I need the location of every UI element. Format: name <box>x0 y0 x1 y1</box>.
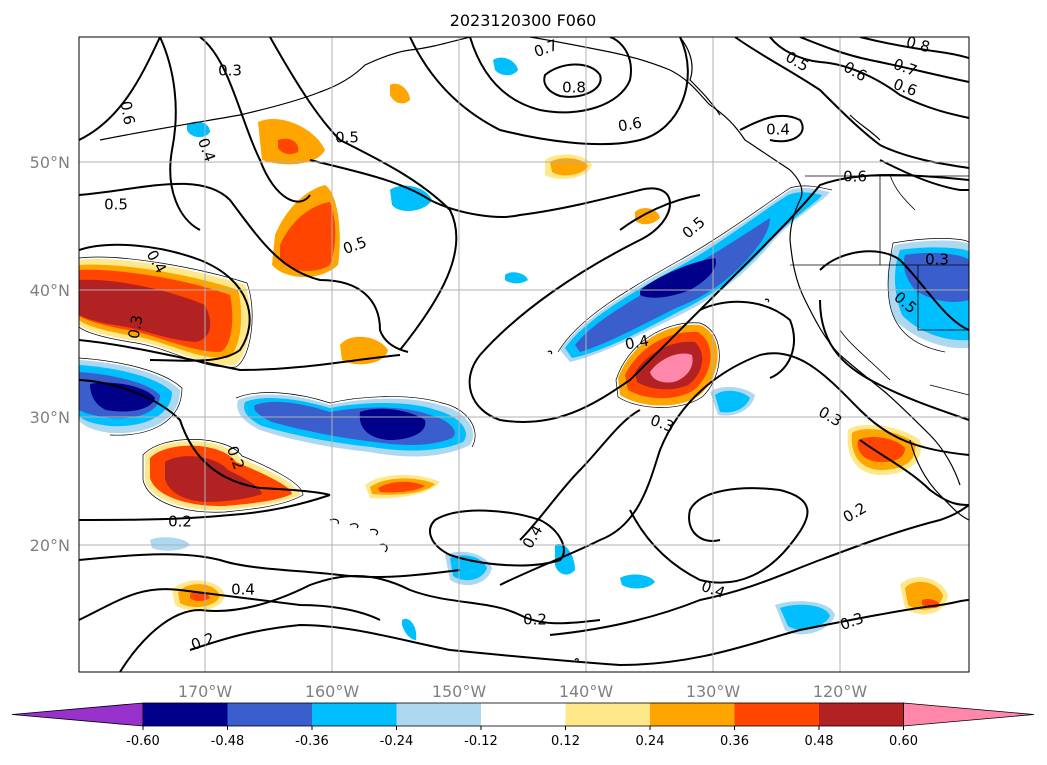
colorbar-segment <box>312 703 397 726</box>
colorbar-tick-label: 0.48 <box>805 734 834 749</box>
positive-anomaly-blob <box>635 208 660 225</box>
map-title: 2023120300 F060 <box>450 11 597 30</box>
lat-label: 50°N <box>30 153 70 172</box>
contour-label: 0.6 <box>617 114 644 136</box>
graticule <box>79 37 969 672</box>
lon-label: 130°W <box>686 682 741 701</box>
lat-label: 30°N <box>30 408 70 427</box>
colorbar-tick-label: -0.12 <box>464 734 498 749</box>
colorbar-tick-label: 0.36 <box>720 734 749 749</box>
colorbar: -0.60 -0.48 -0.36 -0.24 -0.12 0.12 0.24 0.36 0.4… <box>11 702 1035 749</box>
negative-anomaly-blob <box>620 574 655 589</box>
lon-label: 140°W <box>559 682 614 701</box>
contour-label: 0.5 <box>335 129 359 147</box>
contour-label: 0.2 <box>523 611 547 629</box>
contour-label: 0.2 <box>168 513 192 531</box>
colorbar-extend-low <box>11 702 144 727</box>
contour-label: 0.3 <box>218 62 242 80</box>
lon-label: 150°W <box>432 682 487 701</box>
positive-anomaly-blob <box>390 83 410 104</box>
lon-label: 170°W <box>178 682 233 701</box>
negative-anomaly-blob <box>79 360 180 434</box>
positive-anomaly-blob <box>847 424 921 475</box>
colorbar-tick-label: -0.24 <box>380 734 414 749</box>
colorbar-tick-label: 0.12 <box>551 734 580 749</box>
lon-label: 120°W <box>813 682 868 701</box>
negative-anomaly-blob <box>402 618 417 640</box>
colorbar-tick-label: -0.36 <box>295 734 329 749</box>
contour-label: 0.4 <box>624 332 651 354</box>
negative-anomaly-blob <box>555 544 575 575</box>
political-boundaries <box>790 174 969 396</box>
colorbar-segment <box>396 703 482 726</box>
contour-label: 0.5 <box>104 196 128 214</box>
colorbar-extend-high <box>903 702 1035 727</box>
contour-label: 0.8 <box>562 79 586 97</box>
latitude-labels: 50°N 40°N 30°N 20°N <box>30 153 70 555</box>
colorbar-segment <box>819 703 904 726</box>
contour-label: 0.4 <box>231 581 255 599</box>
colorbar-segment <box>143 703 228 726</box>
negative-anomaly-blob <box>560 187 830 362</box>
anomaly-outlines <box>79 185 969 513</box>
negative-anomaly-blob <box>390 185 432 212</box>
colorbar-segment <box>227 703 313 726</box>
lat-label: 20°N <box>30 536 70 555</box>
negative-anomaly-blob <box>505 272 528 284</box>
negative-anomaly-blob <box>187 121 210 138</box>
lat-label: 40°N <box>30 281 70 300</box>
map-plot-area: 0.30.50.60.40.50.40.30.50.70.80.60.50.40… <box>79 33 969 672</box>
positive-anomaly-blob <box>258 118 340 278</box>
contour-label: 0.3 <box>125 314 147 341</box>
contour-label: 0.8 <box>904 33 932 57</box>
colorbar-tick-label: -0.60 <box>126 734 160 749</box>
positive-anomaly-blob <box>618 324 718 406</box>
negative-anomaly-blob <box>237 394 474 457</box>
map-frame <box>78 36 970 673</box>
colorbar-segment <box>734 703 820 726</box>
contour-label: 0.6 <box>843 168 867 186</box>
colorbar-tick-label: 0.24 <box>636 734 665 749</box>
colorbar-segment <box>650 703 735 726</box>
colorbar-segment <box>565 703 651 726</box>
colorbar-segment <box>481 703 566 726</box>
colorbar-frame <box>142 702 904 727</box>
colorbar-tick-label: 0.60 <box>889 734 918 749</box>
longitude-labels: 170°W 160°W 150°W 140°W 130°W 120°W <box>178 682 868 701</box>
colorbar-tick-label: -0.48 <box>211 734 245 749</box>
negative-anomaly-blob <box>150 537 190 551</box>
contour-label: 0.6 <box>117 100 139 127</box>
contour-lines <box>79 37 969 672</box>
contour-label: 0.3 <box>925 251 949 269</box>
lon-label: 160°W <box>305 682 360 701</box>
negative-anomaly-blob <box>493 57 518 76</box>
contour-label: 0.4 <box>766 121 790 139</box>
